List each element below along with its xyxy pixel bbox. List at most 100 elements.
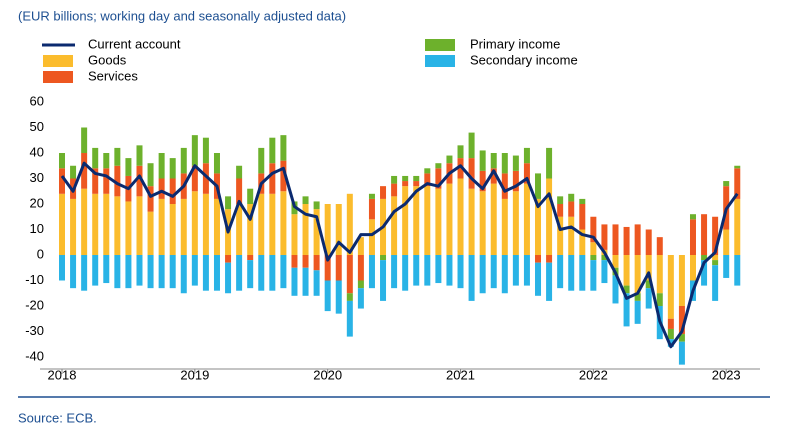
y-tick-label: 60 — [30, 93, 44, 108]
bar-segment — [601, 224, 608, 250]
bar-segment — [202, 163, 209, 194]
bar-segment — [479, 170, 486, 192]
bar-segment — [180, 198, 187, 255]
bar-segment — [557, 255, 564, 289]
bar-segment — [368, 198, 375, 220]
bar-segment — [601, 260, 608, 284]
bar-segment — [435, 188, 442, 255]
bar-segment — [468, 132, 475, 159]
bar-segment — [402, 255, 409, 291]
y-tick-label: 20 — [30, 195, 44, 210]
bar-segment — [568, 255, 575, 291]
bar-segment — [114, 147, 121, 166]
bar-segment — [324, 280, 331, 312]
bar-segment — [346, 193, 353, 255]
bar-segment — [424, 168, 431, 174]
bar-segment — [623, 226, 630, 255]
bar-segment — [734, 255, 741, 286]
bar-segment — [313, 201, 320, 210]
bar-segment — [357, 280, 364, 289]
legend-swatch — [425, 39, 455, 51]
bar-segment — [258, 193, 265, 255]
bar-segment — [601, 255, 608, 261]
bar-segment — [712, 260, 719, 266]
bar-segment — [568, 201, 575, 217]
bar-segment — [678, 306, 685, 335]
bar-segment — [457, 178, 464, 255]
bar-segment — [269, 193, 276, 255]
bar-segment — [468, 188, 475, 255]
bar-segment — [70, 165, 77, 179]
bar-segment — [634, 224, 641, 255]
bar-segment — [546, 262, 553, 301]
bar-segment — [59, 153, 65, 169]
bar-segment — [523, 255, 530, 286]
bar-segment — [446, 155, 453, 164]
bar-segment — [667, 328, 674, 340]
bar-segment — [380, 255, 387, 261]
bar-segment — [313, 270, 320, 296]
bar-segment — [590, 255, 597, 261]
bar-segment — [169, 178, 176, 204]
bar-segment — [81, 153, 88, 189]
bar-segment — [734, 165, 741, 169]
bar-segment — [579, 255, 586, 291]
x-tick-label: 2018 — [48, 367, 77, 382]
bar-segment — [612, 224, 619, 255]
bar-segment — [667, 339, 674, 347]
bar-segment — [81, 127, 88, 153]
bar-segment — [247, 204, 254, 255]
bar-segment — [191, 135, 198, 166]
x-tick-label: 2020 — [313, 367, 342, 382]
y-tick-label: 50 — [30, 119, 44, 134]
bar-segment — [678, 341, 685, 365]
bar-segment — [689, 219, 696, 255]
bar-segment — [435, 168, 442, 189]
bar-segment — [147, 211, 154, 255]
bar-segment — [280, 160, 287, 192]
bar-segment — [413, 255, 420, 286]
bar-segment — [701, 255, 708, 261]
bar-segment — [712, 255, 719, 261]
bar-segment — [81, 188, 88, 255]
bar-segment — [479, 255, 486, 294]
bar-segment — [391, 196, 398, 255]
bar-segment — [291, 255, 298, 268]
bar-segment — [634, 300, 641, 324]
bar-segment — [645, 288, 652, 309]
bar-segment — [92, 147, 99, 169]
bar-segment — [424, 186, 431, 255]
bar-segment — [59, 168, 65, 194]
bar-segment — [457, 145, 464, 159]
bar-segment — [557, 216, 564, 255]
bar-segment — [579, 229, 586, 255]
bar-segment — [501, 198, 508, 255]
bar-segment — [568, 216, 575, 255]
bar-segment — [645, 255, 652, 281]
bar-segment — [191, 191, 198, 255]
bar-segment — [335, 280, 342, 314]
bar-segment — [413, 186, 420, 255]
bar-segment — [269, 163, 276, 194]
y-tick-label: 10 — [30, 221, 44, 236]
bar-segment — [147, 255, 154, 289]
bar-segment — [357, 237, 364, 255]
bar-segment — [479, 150, 486, 171]
bar-segment — [645, 280, 652, 289]
bar-segment — [81, 255, 88, 291]
bar-segment — [125, 255, 132, 289]
bar-segment — [92, 193, 99, 255]
bar-segment — [169, 158, 176, 179]
bar-segment — [147, 163, 154, 187]
bar-segment — [125, 201, 132, 255]
bar-segment — [667, 318, 674, 329]
y-tick-label: -30 — [25, 323, 44, 338]
bar-segment — [136, 255, 143, 286]
bar-segment — [202, 255, 209, 291]
bar-segment — [479, 191, 486, 255]
bar-segment — [512, 255, 519, 286]
bar-segment — [501, 255, 508, 294]
bar-segment — [236, 165, 243, 179]
bar-segment — [723, 181, 730, 187]
